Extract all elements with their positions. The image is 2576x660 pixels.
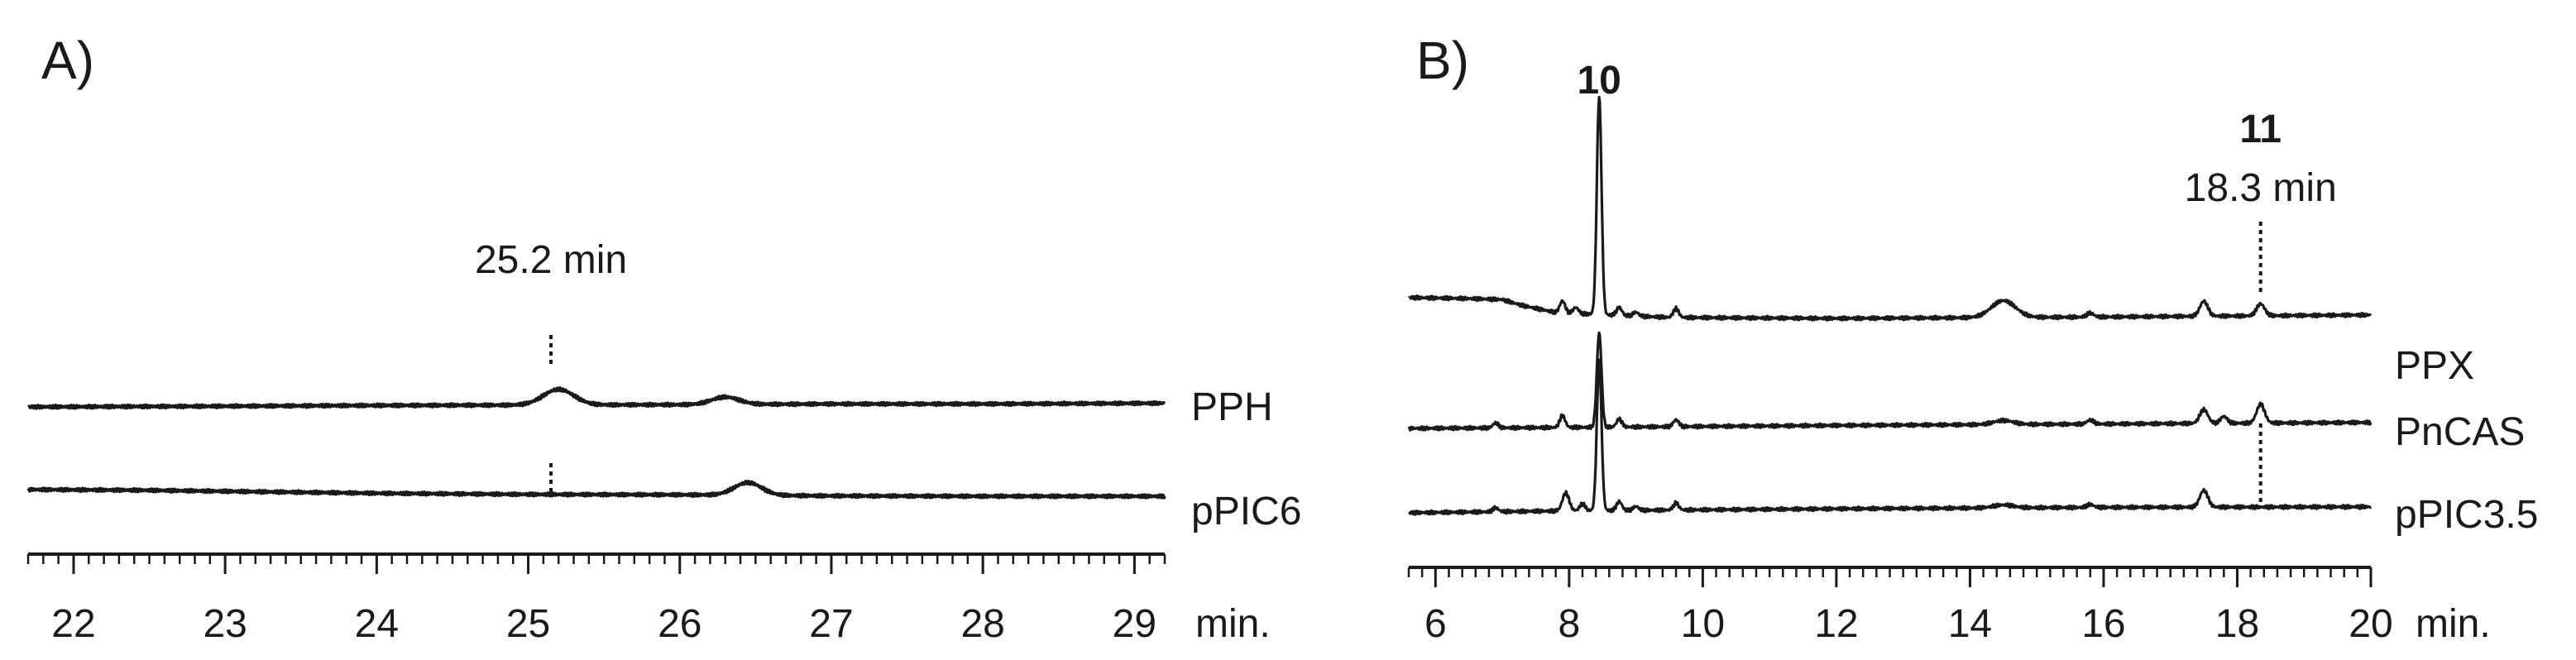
x-axis-label: min.	[1195, 602, 1271, 646]
x-axis-label: min.	[2416, 602, 2491, 646]
x-tick-label: 12	[1814, 602, 1858, 646]
x-tick-label: 8	[1558, 602, 1580, 646]
series-name-label: pPIC6	[1191, 490, 1301, 533]
trace-pncas	[1407, 331, 2373, 432]
x-tick-label: 10	[1681, 602, 1725, 646]
trace-pph	[26, 386, 1166, 410]
x-tick-label: 20	[2349, 602, 2392, 646]
retention-time-annotation: 18.3 min	[2185, 166, 2337, 210]
x-tick-label: 26	[658, 602, 701, 646]
series-name-label: PPH	[1191, 385, 1273, 429]
x-tick-label: 14	[1948, 602, 1992, 646]
panel-label: A)	[41, 31, 94, 90]
series-name-label: PPX	[2395, 344, 2474, 388]
series-name-label: PnCAS	[2395, 410, 2525, 454]
x-tick-label: 16	[2081, 602, 2125, 646]
compound-label: 10	[1577, 59, 1621, 103]
x-tick-label: 29	[1113, 602, 1156, 646]
x-tick-label: 25	[506, 602, 550, 646]
series-name-label: pPIC3.5	[2395, 493, 2538, 537]
x-tick-label: 28	[960, 602, 1004, 646]
x-tick-label: 22	[51, 602, 95, 646]
trace-ppic6	[26, 480, 1166, 500]
x-tick-label: 23	[203, 602, 247, 646]
retention-time-annotation: 25.2 min	[475, 238, 627, 282]
x-tick-label: 18	[2215, 602, 2259, 646]
x-tick-label: 24	[355, 602, 399, 646]
trace-ppic3-5	[1408, 358, 2373, 516]
panel-label: B)	[1416, 31, 1469, 90]
trace-ppx	[1408, 95, 2373, 322]
x-tick-label: 6	[1424, 602, 1447, 646]
compound-label: 11	[2239, 108, 2282, 151]
x-tick-label: 27	[809, 602, 853, 646]
